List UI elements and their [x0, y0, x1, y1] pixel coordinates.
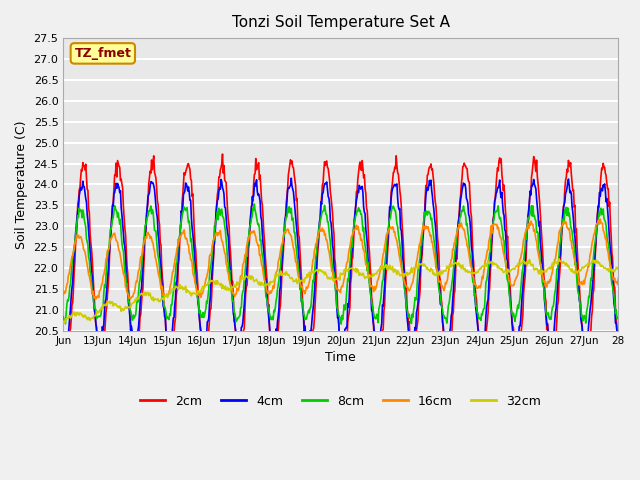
- Legend: 2cm, 4cm, 8cm, 16cm, 32cm: 2cm, 4cm, 8cm, 16cm, 32cm: [136, 390, 547, 413]
- Title: Tonzi Soil Temperature Set A: Tonzi Soil Temperature Set A: [232, 15, 450, 30]
- X-axis label: Time: Time: [326, 351, 356, 364]
- Y-axis label: Soil Temperature (C): Soil Temperature (C): [15, 120, 28, 249]
- Text: TZ_fmet: TZ_fmet: [74, 47, 131, 60]
